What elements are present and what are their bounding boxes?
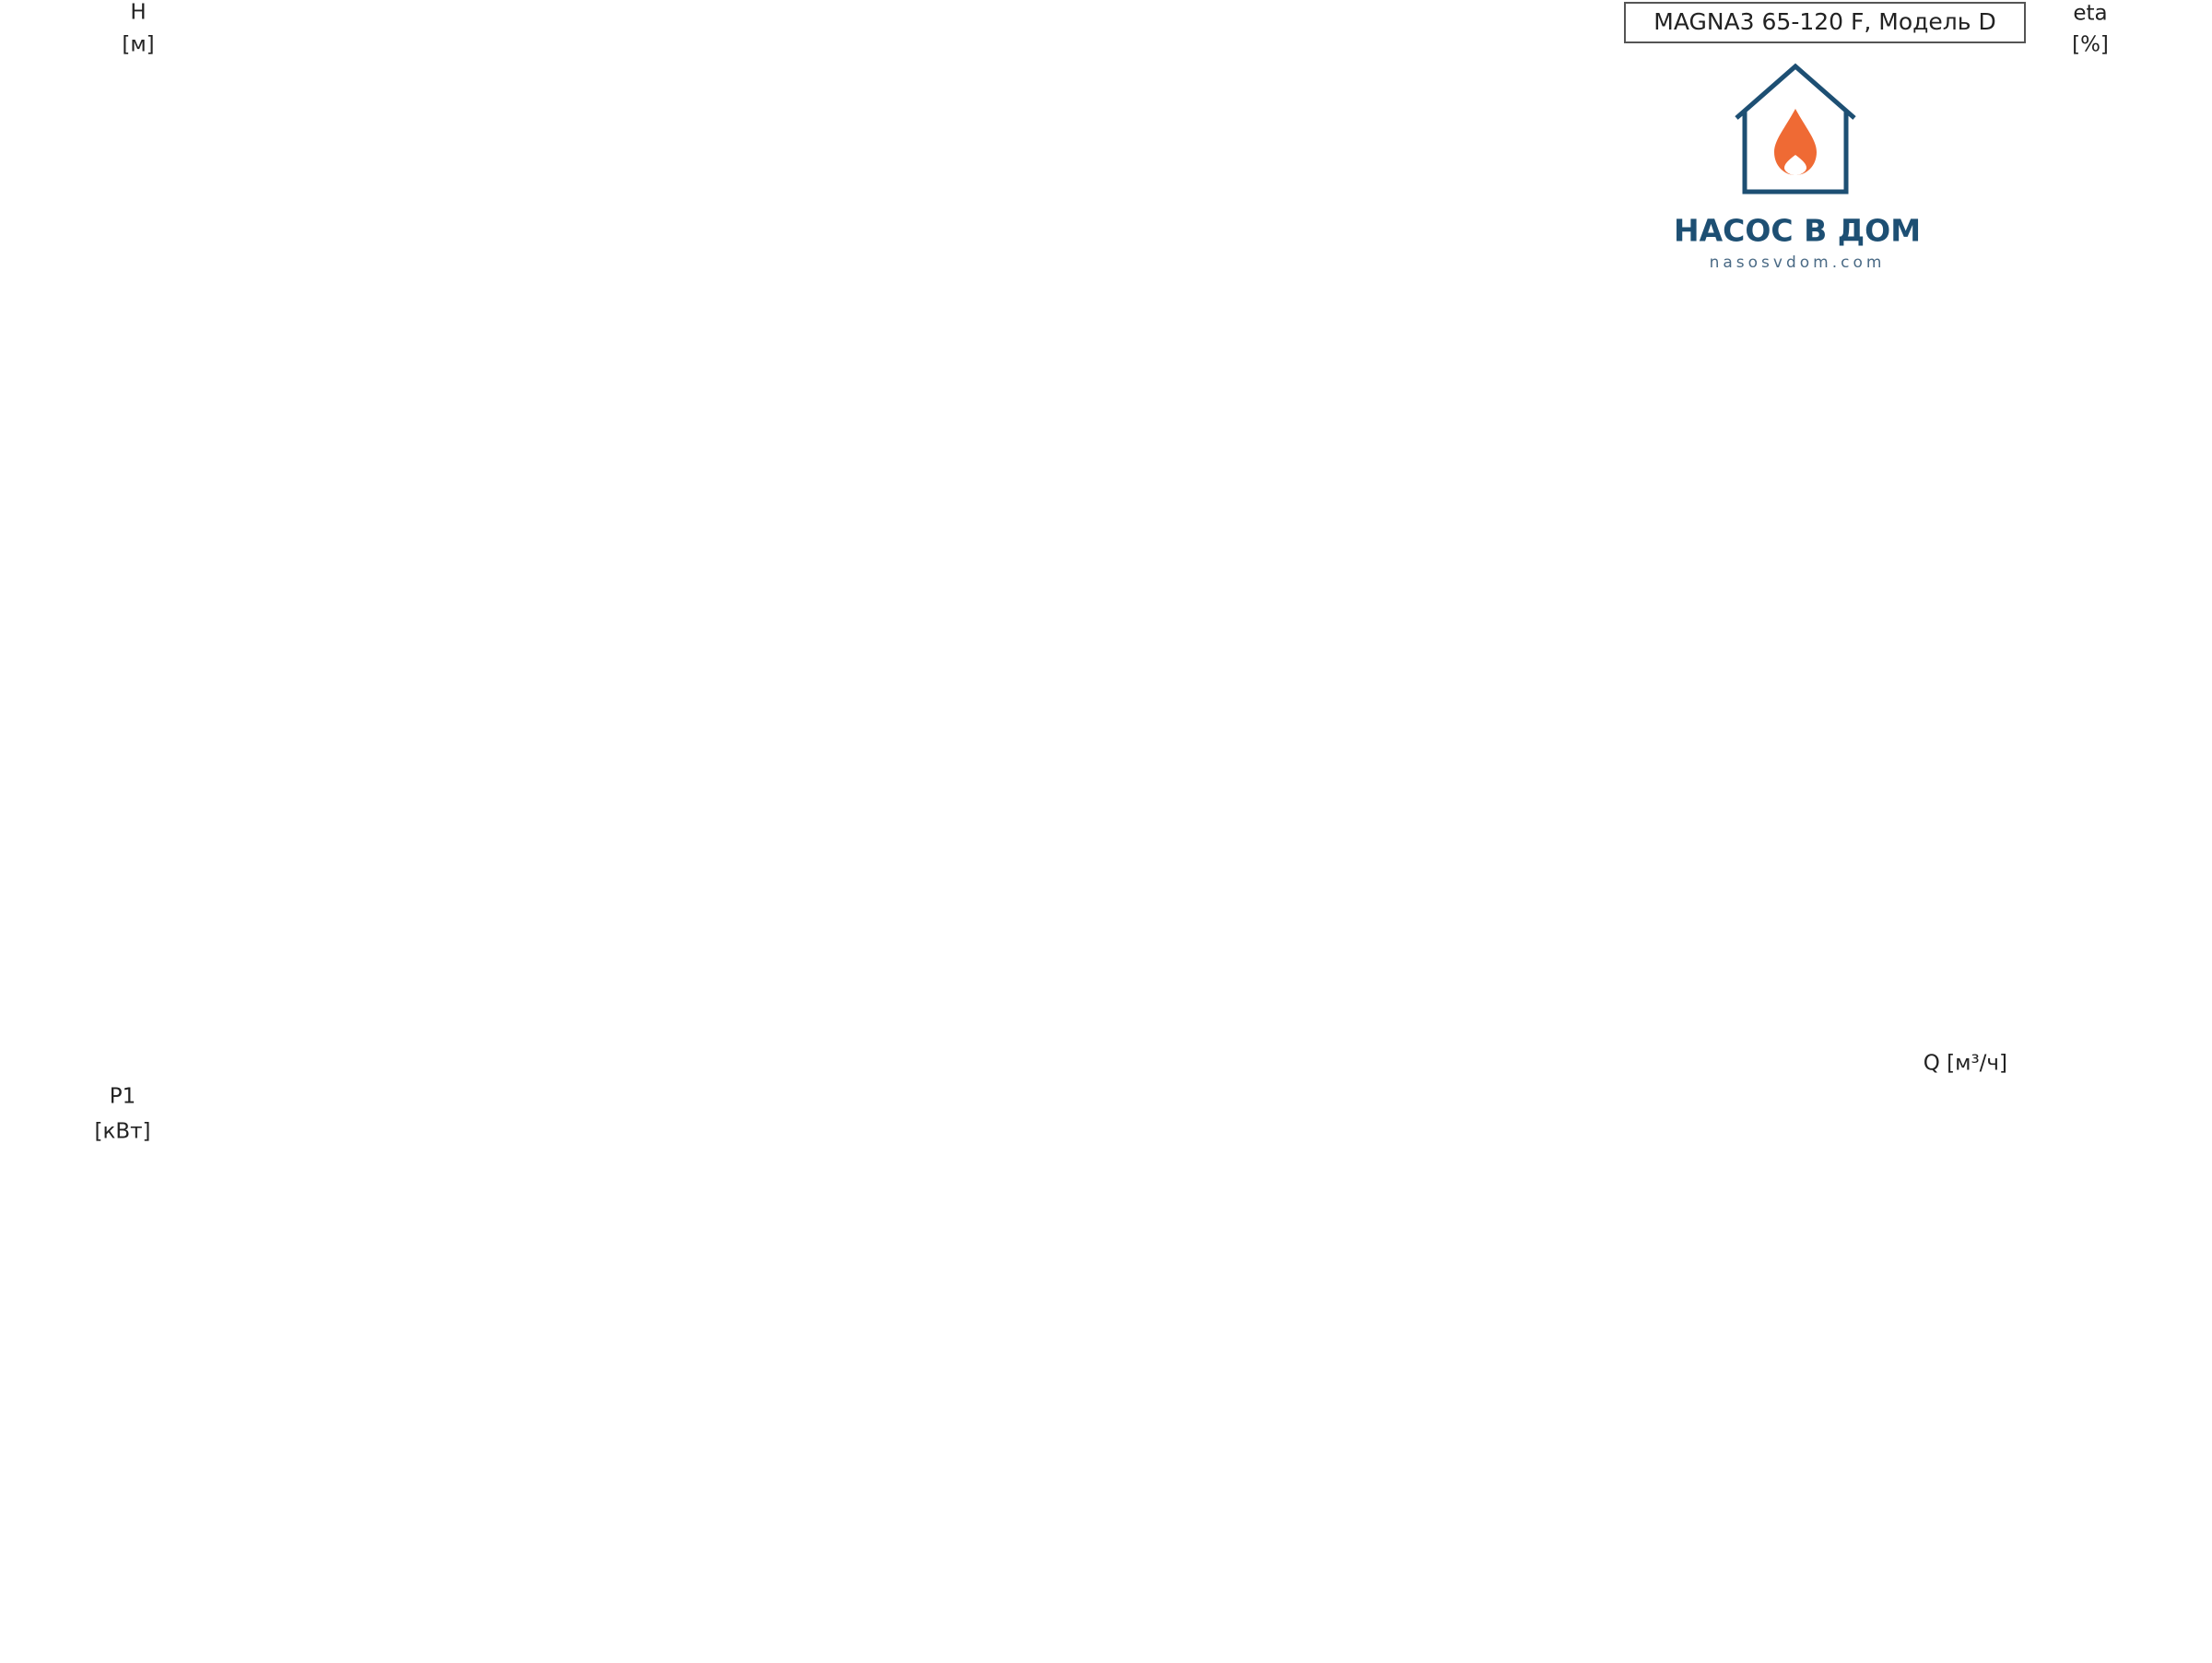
- y-axis-label: H: [130, 1, 146, 25]
- text-layer: H [м] eta [%] Q [м³/ч] P1 [кВт]: [94, 1, 2108, 1144]
- y2-axis-unit: [%]: [2072, 33, 2109, 57]
- logo-flame-core: [1784, 155, 1806, 175]
- legend-frame: [1624, 2, 2026, 43]
- legend-title: MAGNA3 65-120 F, Модель D: [1653, 8, 1995, 35]
- logo-url: nasosvdom.com: [1710, 254, 1886, 272]
- x-axis-label: Q [м³/ч]: [1924, 1052, 2007, 1076]
- legend-box: MAGNA3 65-120 F, Модель D: [1624, 2, 2026, 43]
- logo-house: [1735, 63, 1856, 195]
- logo-name: НАСОС В ДОМ: [1674, 213, 1921, 249]
- y2-axis-label: eta: [2073, 2, 2107, 26]
- logo: НАСОС В ДОМ nasosvdom.com: [1674, 63, 1921, 272]
- y-axis-unit: [м]: [122, 33, 154, 57]
- y-axis-label: P1: [110, 1085, 136, 1109]
- y-axis-unit: [кВт]: [94, 1120, 150, 1144]
- logo-flame: [1774, 109, 1817, 175]
